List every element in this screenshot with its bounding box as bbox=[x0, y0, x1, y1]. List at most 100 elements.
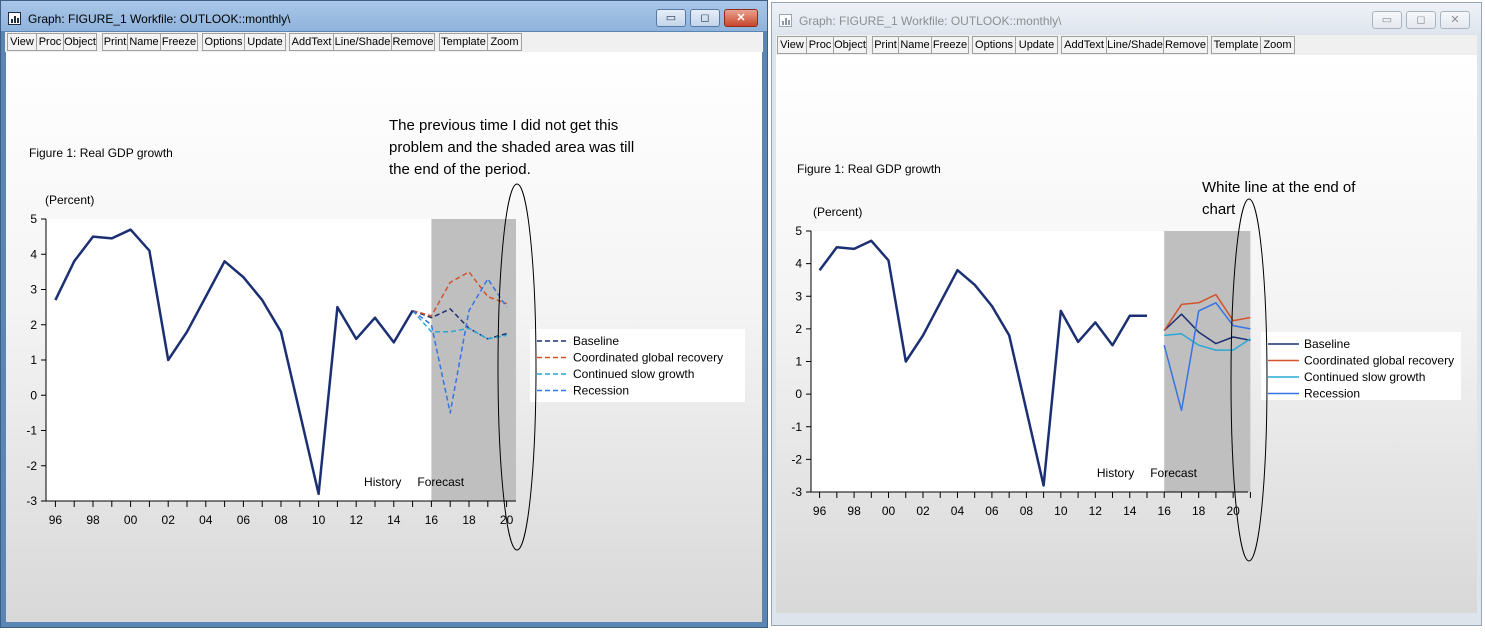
close-button[interactable]: ✕ bbox=[1440, 11, 1470, 29]
legend-label: Recession bbox=[1304, 387, 1360, 401]
toolbar-update-button[interactable]: Update bbox=[244, 33, 286, 51]
x-tick-label: 08 bbox=[274, 513, 288, 527]
x-tick-label: 10 bbox=[312, 513, 326, 527]
legend-label: Coordinated global recovery bbox=[1304, 354, 1454, 368]
toolbar-template-button[interactable]: Template bbox=[1211, 36, 1261, 54]
annotation-ellipse-right bbox=[1230, 198, 1268, 562]
toolbar-addtext-button[interactable]: AddText bbox=[1061, 36, 1107, 54]
toolbar-lineshade-button[interactable]: Line/Shade bbox=[333, 33, 392, 51]
toolbar-remove-button[interactable]: Remove bbox=[391, 33, 435, 51]
y-tick-label: 5 bbox=[30, 212, 37, 226]
y-tick-label: 2 bbox=[30, 318, 37, 332]
toolbar-name-button[interactable]: Name bbox=[898, 36, 932, 54]
history-line bbox=[54, 228, 414, 496]
toolbar-freeze-button[interactable]: Freeze bbox=[931, 36, 969, 54]
x-tick-label: 02 bbox=[916, 504, 930, 518]
x-tick-label: 98 bbox=[86, 513, 100, 527]
toolbar-proc-button[interactable]: Proc bbox=[806, 36, 834, 54]
title-bar[interactable]: Graph: FIGURE_1 Workfile: OUTLOOK::month… bbox=[1, 1, 767, 31]
y-tick-label: -1 bbox=[791, 420, 802, 434]
x-tick-label: 02 bbox=[162, 513, 176, 527]
series-line-recession bbox=[412, 278, 508, 414]
toolbar-options-button[interactable]: Options bbox=[972, 36, 1016, 54]
legend-label: Continued slow growth bbox=[573, 367, 694, 381]
toolbar-proc-button[interactable]: Proc bbox=[36, 33, 64, 51]
legend-label: Baseline bbox=[573, 334, 619, 348]
graph-area[interactable]: Figure 1: Real GDP growth (Percent) 5 4 3 2 1 0… bbox=[776, 55, 1477, 613]
y-tick-label: 4 bbox=[30, 247, 37, 261]
series-line-recovery bbox=[412, 271, 507, 317]
x-tick-label: 98 bbox=[847, 504, 861, 518]
series-line-slow bbox=[412, 310, 507, 340]
forecast-shade bbox=[1164, 231, 1251, 492]
y-tick-label: 0 bbox=[30, 388, 37, 402]
x-tick-label: 10 bbox=[1054, 504, 1068, 518]
y-axis-label: (Percent) bbox=[813, 205, 862, 219]
toolbar-view-button[interactable]: View bbox=[777, 36, 807, 54]
toolbar-object-button[interactable]: Object bbox=[63, 33, 97, 51]
title-bar[interactable]: Graph: FIGURE_1 Workfile: OUTLOOK::month… bbox=[772, 3, 1481, 33]
forecast-label: Forecast bbox=[1150, 466, 1197, 480]
toolbar-zoom-button[interactable]: Zoom bbox=[487, 33, 522, 51]
forecast-label: Forecast bbox=[417, 475, 464, 489]
close-button[interactable]: ✕ bbox=[724, 9, 758, 27]
toolbar-zoom-button[interactable]: Zoom bbox=[1260, 36, 1295, 54]
gdp-growth-chart[interactable]: Figure 1: Real GDP growth (Percent) 5 4 3 2 10… bbox=[6, 52, 762, 622]
y-tick-label: 4 bbox=[795, 257, 802, 271]
chart-title: Figure 1: Real GDP growth bbox=[29, 146, 173, 160]
x-tick-label: 14 bbox=[387, 513, 401, 527]
x-tick-label: 00 bbox=[882, 504, 896, 518]
y-tick-label: -3 bbox=[26, 494, 37, 508]
restore-button[interactable]: ◻ bbox=[690, 9, 720, 27]
history-label: History bbox=[364, 475, 401, 489]
window-title: Graph: FIGURE_1 Workfile: OUTLOOK::month… bbox=[28, 12, 291, 26]
y-tick-label: 1 bbox=[795, 355, 802, 369]
graph-app-icon bbox=[779, 14, 792, 27]
legend-label: Baseline bbox=[1304, 337, 1350, 351]
annotation-line: The previous time I did not get this bbox=[389, 117, 619, 134]
graph-area[interactable]: Figure 1: Real GDP growth (Percent) 5 4 3 2 1 0… bbox=[6, 52, 762, 622]
toolbar-update-button[interactable]: Update bbox=[1015, 36, 1058, 54]
y-axis-label: (Percent) bbox=[45, 193, 94, 207]
toolbar: View Proc Object Print Name Freeze Optio… bbox=[5, 32, 763, 52]
series-line-slow bbox=[1164, 333, 1251, 351]
legend-label: Continued slow growth bbox=[1304, 370, 1425, 384]
toolbar-lineshade-button[interactable]: Line/Shade bbox=[1106, 36, 1164, 54]
series-line-baseline bbox=[1163, 313, 1251, 345]
annotation-line: chart bbox=[1202, 201, 1236, 218]
graph-window-inactive[interactable]: Graph: FIGURE_1 Workfile: OUTLOOK::month… bbox=[771, 2, 1482, 626]
toolbar-name-button[interactable]: Name bbox=[127, 33, 161, 51]
y-tick-label: -3 bbox=[791, 485, 802, 499]
y-tick-label: 3 bbox=[30, 283, 37, 297]
minimize-button[interactable]: ▭ bbox=[1372, 11, 1402, 29]
graph-window-active[interactable]: Graph: FIGURE_1 Workfile: OUTLOOK::month… bbox=[0, 0, 768, 628]
x-tick-label: 18 bbox=[462, 513, 476, 527]
x-tick-label: 12 bbox=[1089, 504, 1103, 518]
toolbar-view-button[interactable]: View bbox=[7, 33, 37, 51]
annotation-line: White line at the end of bbox=[1202, 179, 1356, 196]
x-tick-label: 16 bbox=[1158, 504, 1172, 518]
toolbar-print-button[interactable]: Print bbox=[872, 36, 899, 54]
x-tick-label: 12 bbox=[350, 513, 364, 527]
history-line bbox=[818, 239, 1147, 487]
y-tick-label: -2 bbox=[26, 459, 37, 473]
x-tick-label: 18 bbox=[1192, 504, 1206, 518]
gdp-growth-chart[interactable]: Figure 1: Real GDP growth(Percent)543210… bbox=[776, 55, 1477, 613]
minimize-button[interactable]: ▭ bbox=[656, 9, 686, 27]
y-tick-label: -2 bbox=[791, 452, 802, 466]
annotation-note-right: White line at the end of chart bbox=[1202, 177, 1355, 221]
toolbar: View Proc Object Print Name Freeze Optio… bbox=[776, 35, 1477, 55]
chart-title: Figure 1: Real GDP growth bbox=[797, 162, 941, 176]
toolbar-object-button[interactable]: Object bbox=[833, 36, 867, 54]
toolbar-template-button[interactable]: Template bbox=[439, 33, 488, 51]
restore-button[interactable]: ◻ bbox=[1406, 11, 1436, 29]
legend-label: Recession bbox=[573, 384, 629, 398]
y-tick-label: 5 bbox=[795, 224, 802, 238]
toolbar-remove-button[interactable]: Remove bbox=[1163, 36, 1208, 54]
toolbar-options-button[interactable]: Options bbox=[202, 33, 245, 51]
annotation-line: problem and the shaded area was till bbox=[389, 139, 635, 156]
series-line-recession bbox=[1163, 302, 1251, 412]
toolbar-freeze-button[interactable]: Freeze bbox=[160, 33, 198, 51]
x-tick-label: 04 bbox=[951, 504, 965, 518]
